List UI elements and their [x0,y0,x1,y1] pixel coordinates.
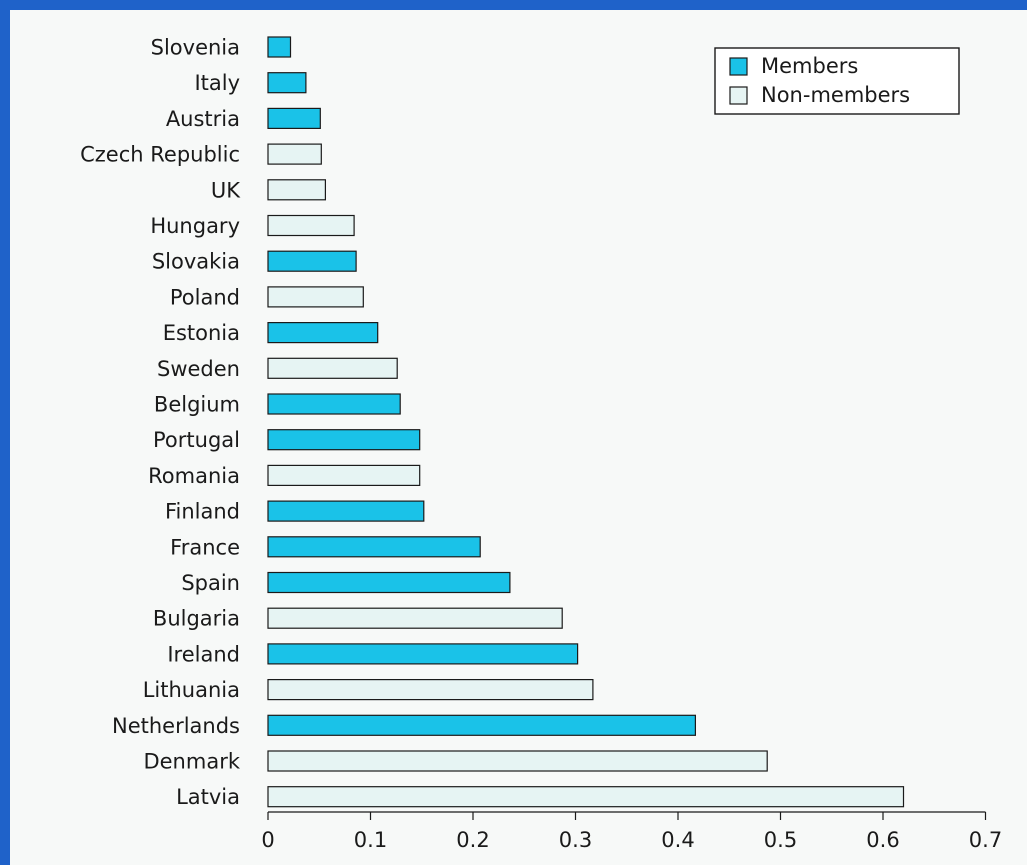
x-tick-label: 0.1 [354,828,387,852]
category-label: Slovakia [152,250,240,274]
bar-romania [267,464,421,486]
category-label: UK [211,178,241,202]
bar-hungary [267,214,355,237]
x-tick-label: 0.3 [559,828,592,852]
category-label: Latvia [176,785,240,809]
bar-estonia [267,322,379,344]
legend-label: Members [761,54,858,78]
bar-spain [267,571,511,594]
bar-poland [267,286,364,308]
x-tick-label: 0.5 [764,828,797,852]
legend-swatch [729,57,748,76]
bar-austria [267,107,321,130]
category-label: Portugal [153,428,240,452]
category-label: France [170,535,240,559]
x-tick-label: 0.4 [661,828,694,852]
bar-uk [267,179,327,201]
bar-sweden [267,357,398,379]
category-label: Sweden [157,357,240,381]
bar-lithuania [267,678,594,701]
category-label: Lithuania [143,678,240,702]
bar-italy [267,72,307,94]
legend-box [714,47,960,115]
bars-group [267,36,905,808]
category-label: Hungary [150,214,240,238]
category-label: Poland [170,285,240,309]
bar-belgium [267,393,401,415]
bar-france [267,536,481,558]
x-tick-label: 0.2 [456,828,489,852]
bar-slovakia [267,250,357,272]
legend-swatch [729,86,748,105]
category-label: Bulgaria [153,607,240,631]
bar-denmark [267,750,768,772]
category-label: Slovenia [151,36,240,60]
category-label: Italy [194,71,240,95]
bar-czech-republic [267,143,322,165]
category-label: Ireland [167,642,240,666]
bar-bulgaria [267,607,563,629]
category-label: Denmark [143,750,240,774]
legend-label: Non-members [761,83,910,107]
category-label: Czech Republic [80,143,240,167]
category-label: Estonia [163,321,240,345]
category-label: Romania [148,464,240,488]
category-labels: Slovenia Italy Austria Czech Republic UK Hung… [80,36,241,810]
bar-portugal [267,429,421,451]
bar-ireland [267,643,579,665]
x-axis: 0 0.1 0.2 0.3 0.4 0.5 0.6 0.7 [261,811,1002,852]
category-label: Austria [166,107,240,131]
x-tick-label: 0.6 [866,828,899,852]
x-tick-label: 0 [261,828,274,852]
legend: Members Non-members [714,47,960,115]
category-label: Finland [165,500,240,524]
x-tick-label: 0.7 [969,828,1002,852]
bar-latvia [267,786,905,808]
bar-finland [267,500,425,522]
category-label: Netherlands [112,714,240,738]
bar-netherlands [267,714,696,736]
bar-slovenia [267,36,292,58]
category-label: Belgium [154,393,240,417]
category-label: Spain [181,571,240,595]
